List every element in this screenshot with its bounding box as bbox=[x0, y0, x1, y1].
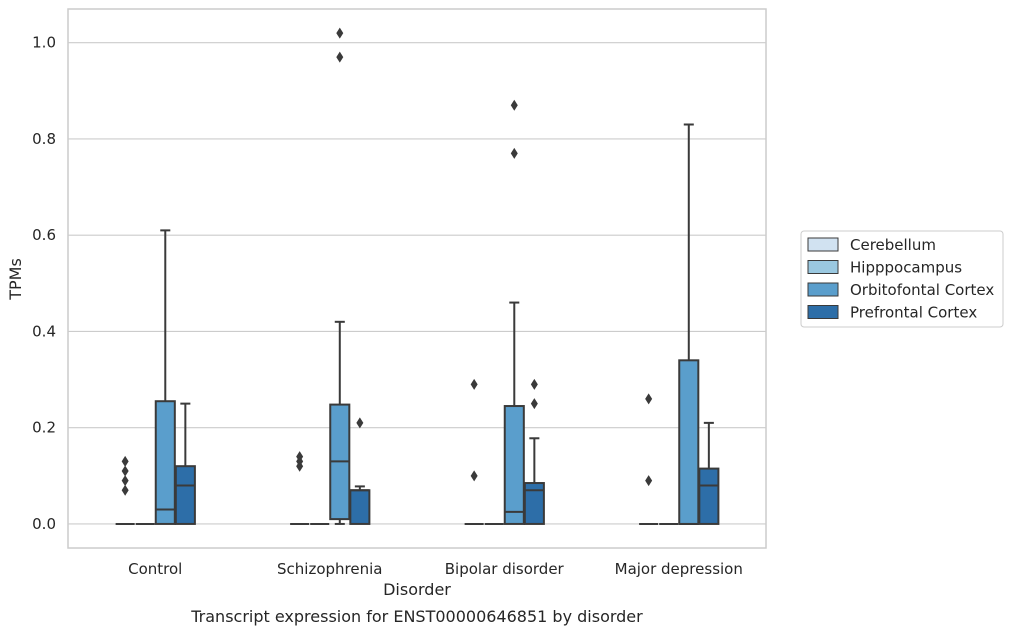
legend-label: Hipppocampus bbox=[850, 259, 962, 277]
legend-swatch bbox=[807, 260, 839, 274]
outlier-point bbox=[645, 393, 653, 405]
box-cerebellum bbox=[115, 455, 135, 525]
outlier-point bbox=[510, 99, 518, 111]
outlier-point bbox=[530, 398, 538, 410]
chart-caption: Transcript expression for ENST0000064685… bbox=[190, 607, 643, 626]
legend-frame bbox=[800, 230, 1004, 328]
legend-swatch bbox=[807, 282, 839, 297]
box-body bbox=[154, 400, 176, 525]
box-body bbox=[523, 482, 545, 525]
y-tick-label: 0.4 bbox=[32, 322, 56, 340]
outlier-point bbox=[470, 470, 478, 482]
outlier-point bbox=[530, 378, 538, 390]
box-prefrontal-cortex bbox=[523, 378, 545, 525]
box-cerebellum bbox=[290, 451, 310, 525]
legend-label: Prefrontal Cortex bbox=[850, 304, 977, 322]
y-tick-label: 0.0 bbox=[32, 515, 56, 533]
y-tick-label: 1.0 bbox=[32, 34, 56, 52]
outlier-point bbox=[121, 484, 129, 496]
legend-label: Cerebellum bbox=[850, 236, 936, 254]
plot-area bbox=[115, 27, 720, 525]
legend: Cerebellum Hipppocampus Orbitofontal Corte… bbox=[800, 230, 1004, 328]
outlier-point bbox=[356, 417, 364, 429]
box-body bbox=[349, 489, 371, 525]
outlier-point bbox=[470, 378, 478, 390]
legend-swatch bbox=[807, 237, 839, 252]
legend-label: Orbitofontal Cortex bbox=[850, 281, 994, 299]
box-prefrontal-cortex bbox=[174, 402, 196, 525]
y-axis-label: TPMs bbox=[6, 258, 25, 301]
x-axis-ticks: Control Schizophrenia Bipolar disorder Majo… bbox=[128, 560, 743, 578]
y-tick-label: 0.8 bbox=[32, 130, 56, 148]
box-orbitofontal-cortex bbox=[329, 27, 351, 525]
box-cerebellum bbox=[639, 393, 659, 525]
box-body bbox=[174, 465, 196, 525]
outlier-point bbox=[510, 147, 518, 159]
outlier-point bbox=[121, 465, 129, 477]
legend-swatch bbox=[807, 305, 839, 319]
x-tick-label: Control bbox=[128, 560, 182, 578]
y-tick-label: 0.6 bbox=[32, 226, 56, 244]
outlier-point bbox=[121, 475, 129, 487]
box-orbitofontal-cortex bbox=[154, 229, 176, 525]
x-tick-label: Major depression bbox=[615, 560, 743, 578]
box-orbitofontal-cortex bbox=[678, 123, 700, 525]
outlier-point bbox=[645, 475, 653, 487]
box-cerebellum bbox=[464, 378, 484, 525]
x-tick-label: Bipolar disorder bbox=[445, 560, 565, 578]
box-body bbox=[678, 359, 700, 525]
y-tick-label: 0.2 bbox=[32, 419, 56, 437]
plot-frame bbox=[67, 8, 767, 549]
x-axis-label: Disorder bbox=[383, 580, 451, 599]
box-orbitofontal-cortex bbox=[503, 99, 525, 525]
box-prefrontal-cortex bbox=[349, 417, 371, 525]
outlier-point bbox=[336, 27, 344, 39]
outlier-point bbox=[121, 455, 129, 467]
box-body bbox=[698, 467, 720, 525]
box-body bbox=[503, 405, 525, 525]
x-tick-label: Schizophrenia bbox=[277, 560, 382, 578]
outlier-point bbox=[336, 51, 344, 63]
box-prefrontal-cortex bbox=[698, 421, 720, 525]
y-axis-ticks: 0.0 0.2 0.4 0.6 0.8 1.0 bbox=[32, 34, 56, 533]
outlier-point bbox=[296, 451, 304, 463]
